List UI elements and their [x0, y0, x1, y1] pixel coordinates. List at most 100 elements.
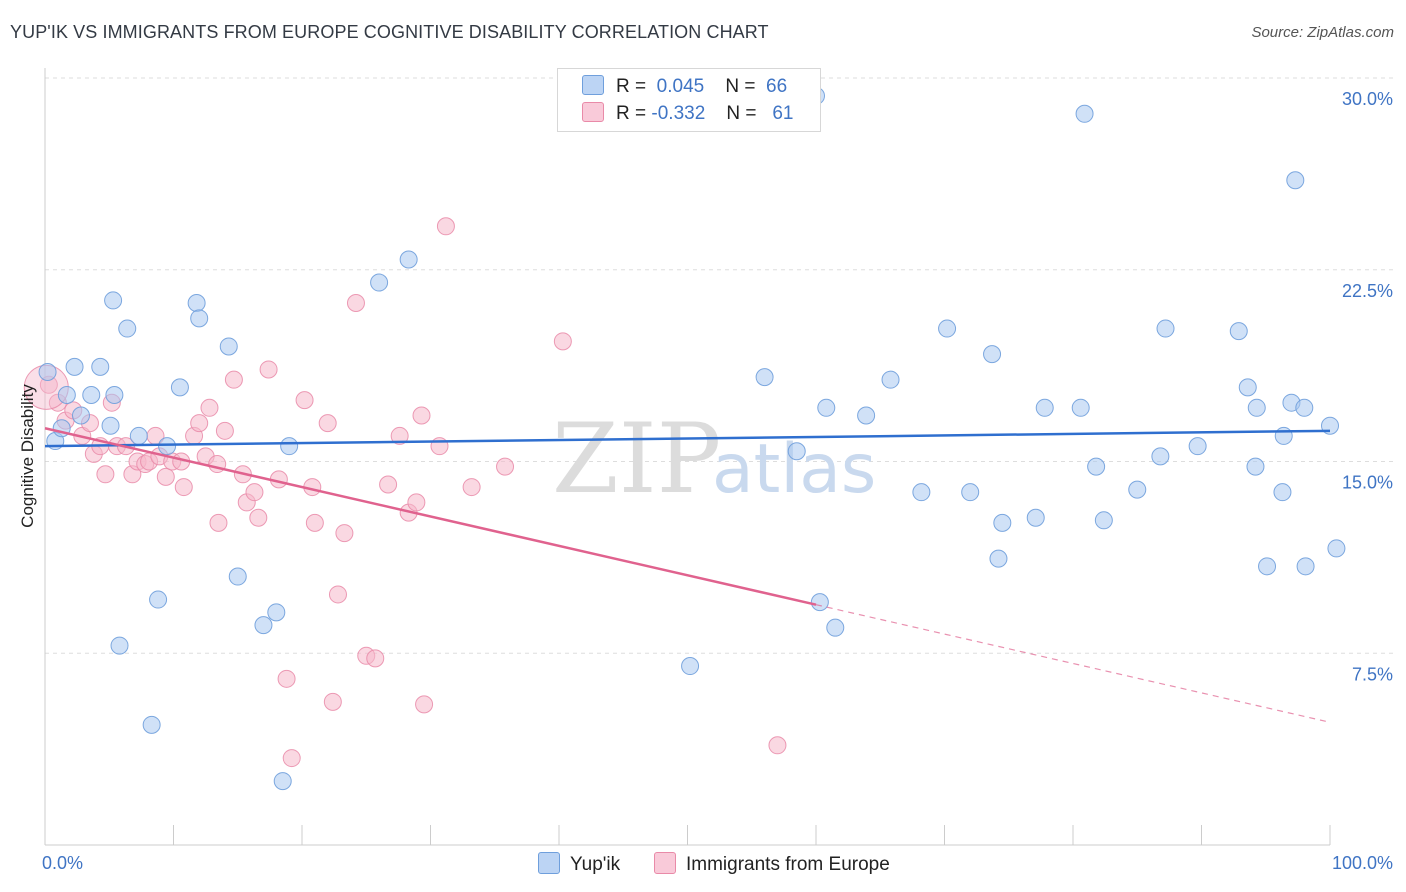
legend-n-label: N = — [725, 76, 756, 97]
yupik-point — [787, 442, 806, 461]
x-tick-label: 0.0% — [42, 853, 83, 873]
yupik-point — [105, 386, 124, 405]
yupik-point — [1258, 557, 1277, 576]
yupik-point — [881, 370, 900, 389]
yupik-point — [190, 309, 209, 328]
immigrants-point — [277, 669, 296, 688]
yupik-point — [938, 319, 957, 338]
yupik-point — [370, 273, 389, 292]
yupik-point — [1087, 457, 1106, 476]
yupik-point — [91, 357, 110, 376]
yupik-point — [1286, 171, 1305, 190]
yupik-point — [912, 483, 931, 502]
legend-swatch-pink — [582, 102, 604, 122]
yupik-point — [826, 618, 845, 637]
yupik-point — [1246, 457, 1265, 476]
watermark-atlas: atlas — [712, 430, 876, 509]
yupik-point — [170, 378, 189, 397]
yupik-point — [82, 386, 101, 405]
yupik-point — [817, 398, 836, 417]
yupik-point — [1094, 511, 1113, 530]
immigrants-point — [323, 692, 342, 711]
bottom-legend: Yup'ik Immigrants from Europe — [0, 852, 1406, 878]
immigrants-point — [553, 332, 572, 351]
immigrants-point — [96, 465, 115, 484]
immigrants-point — [215, 421, 234, 440]
yupik-point — [1229, 322, 1248, 341]
legend-r-value: 0.045 — [656, 76, 705, 97]
yupik-point — [1296, 557, 1315, 576]
yupik-point — [681, 657, 700, 676]
yupik-point — [993, 513, 1012, 532]
yupik-point — [71, 406, 90, 425]
watermark: ZIP atlas — [552, 403, 876, 515]
legend-n-value: 66 — [766, 76, 788, 97]
yupik-point — [104, 291, 123, 310]
yupik-point — [149, 590, 168, 609]
immigrants-point — [156, 467, 175, 486]
yupik-point — [857, 406, 876, 425]
yupik-point — [1128, 480, 1147, 499]
legend-r-label: R = — [616, 76, 647, 97]
yupik-point — [1295, 398, 1314, 417]
yupik-point — [1238, 378, 1257, 397]
immigrants-point — [346, 293, 365, 312]
y-axis-label: Cognitive Disability — [18, 384, 37, 528]
yupik-point — [38, 363, 57, 382]
legend-row-yupik: R = 0.045 N = 66 — [582, 75, 787, 99]
bottom-legend-label: Yup'ik — [570, 854, 621, 875]
y-tick-label: 7.5% — [1352, 664, 1393, 684]
bottom-legend-label: Immigrants from Europe — [686, 854, 890, 875]
yupik-point — [118, 319, 137, 338]
yupik-point — [961, 483, 980, 502]
y-tick-label: 22.5% — [1342, 281, 1393, 301]
immigrants-point — [462, 478, 481, 497]
immigrants-point — [412, 406, 431, 425]
yupik-point — [65, 357, 84, 376]
immigrants-point — [209, 513, 228, 532]
y-tick-label: 15.0% — [1342, 473, 1393, 493]
legend-row-immigrants: R = -0.332 N = 61 — [582, 102, 793, 126]
yupik-point — [110, 636, 129, 655]
yupik-point — [989, 549, 1008, 568]
legend-n-value: 61 — [772, 103, 794, 124]
bottom-legend-immigrants[interactable]: Immigrants from Europe — [654, 852, 890, 876]
yupik-point — [142, 715, 161, 734]
immigrants-point — [282, 749, 301, 768]
immigrants-point — [245, 483, 264, 502]
x-tick-label: 100.0% — [1332, 853, 1393, 873]
immigrants-point — [328, 585, 347, 604]
chart-title: YUP'IK VS IMMIGRANTS FROM EUROPE COGNITI… — [10, 22, 769, 42]
axes — [44, 68, 1331, 846]
immigrants-point — [200, 398, 219, 417]
yupik-point — [1026, 508, 1045, 527]
y-tick-labels: 7.5% 15.0% 22.5% 30.0% — [1342, 89, 1393, 684]
immigrants-point — [318, 414, 337, 433]
grid-lines — [45, 77, 1393, 654]
yupik-point — [1327, 539, 1346, 558]
yupik-point — [57, 386, 76, 405]
immigrants-point — [379, 475, 398, 494]
yupik-point — [273, 772, 292, 791]
yupik-point — [219, 337, 238, 356]
yupik-point — [187, 293, 206, 312]
immigrants-point — [436, 217, 455, 236]
immigrants-point — [335, 524, 354, 543]
immigrants-point — [249, 508, 268, 527]
yupik-point — [129, 426, 148, 445]
immigrants-point — [768, 736, 787, 755]
immigrants-point — [496, 457, 515, 476]
yupik-point — [1273, 483, 1292, 502]
yupik-point — [267, 603, 286, 622]
legend-r-value: -0.332 — [651, 103, 706, 124]
immigrants-trend-extension — [815, 604, 1331, 723]
immigrants-point — [259, 360, 278, 379]
immigrants-point — [174, 478, 193, 497]
yupik-point — [1188, 437, 1207, 456]
yupik-point — [983, 345, 1002, 364]
series-yupik-points — [38, 86, 1346, 791]
x-tick-labels: 0.0% 100.0% — [42, 853, 1393, 873]
bottom-legend-yupik[interactable]: Yup'ik — [538, 852, 620, 876]
trend-lines — [44, 427, 1331, 723]
